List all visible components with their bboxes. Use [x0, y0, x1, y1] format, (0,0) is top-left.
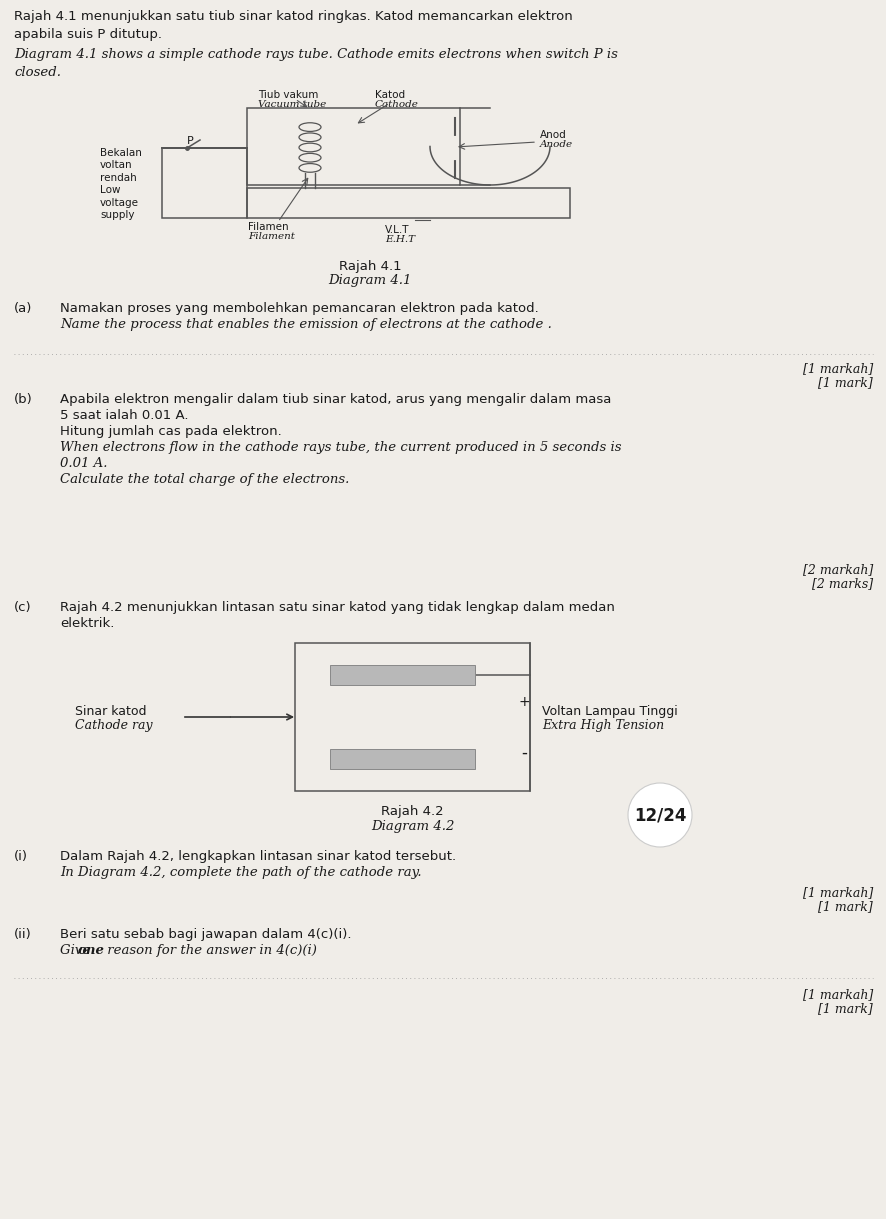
- Text: Rajah 4.2 menunjukkan lintasan satu sinar katod yang tidak lengkap dalam medan: Rajah 4.2 menunjukkan lintasan satu sina…: [60, 601, 614, 614]
- Circle shape: [627, 783, 691, 847]
- Text: 0.01 A.: 0.01 A.: [60, 457, 107, 471]
- Text: one: one: [78, 944, 105, 957]
- Text: Calculate the total charge of the electrons.: Calculate the total charge of the electr…: [60, 473, 349, 486]
- Text: [1 markah]: [1 markah]: [802, 886, 872, 898]
- Bar: [162, 147, 246, 218]
- Text: Rajah 4.1 menunjukkan satu tiub sinar katod ringkas. Katod memancarkan elektron
: Rajah 4.1 menunjukkan satu tiub sinar ka…: [14, 10, 572, 41]
- Bar: [330, 666, 475, 685]
- Text: [1 mark]: [1 mark]: [817, 900, 872, 913]
- Text: (a): (a): [14, 302, 32, 315]
- Text: Katod: Katod: [375, 90, 405, 100]
- Text: [1 mark]: [1 mark]: [817, 375, 872, 389]
- Text: Extra High Tension: Extra High Tension: [541, 719, 664, 731]
- Text: Vacuum tube: Vacuum tube: [258, 100, 326, 108]
- Text: Dalam Rajah 4.2, lengkapkan lintasan sinar katod tersebut.: Dalam Rajah 4.2, lengkapkan lintasan sin…: [60, 850, 455, 863]
- Text: [1 markah]: [1 markah]: [802, 362, 872, 375]
- Bar: [246, 188, 570, 218]
- Text: When electrons flow in the cathode rays tube, the current produced in 5 seconds : When electrons flow in the cathode rays …: [60, 441, 621, 453]
- Text: +: +: [517, 695, 529, 709]
- Text: reason for the answer in 4(c)(i): reason for the answer in 4(c)(i): [103, 944, 316, 957]
- Text: Rajah 4.2: Rajah 4.2: [381, 805, 443, 818]
- Text: [1 mark]: [1 mark]: [817, 1002, 872, 1015]
- Text: Beri satu sebab bagi jawapan dalam 4(c)(i).: Beri satu sebab bagi jawapan dalam 4(c)(…: [60, 928, 351, 941]
- Text: Hitung jumlah cas pada elektron.: Hitung jumlah cas pada elektron.: [60, 425, 282, 438]
- Text: V.L.T: V.L.T: [385, 226, 409, 235]
- Text: Sinar katod: Sinar katod: [75, 705, 146, 718]
- Text: 5 saat ialah 0.01 A.: 5 saat ialah 0.01 A.: [60, 410, 189, 422]
- Text: Cathode: Cathode: [375, 100, 418, 108]
- Text: Apabila elektron mengalir dalam tiub sinar katod, arus yang mengalir dalam masa: Apabila elektron mengalir dalam tiub sin…: [60, 393, 610, 406]
- Text: [2 markah]: [2 markah]: [802, 563, 872, 577]
- Text: Diagram 4.1 shows a simple cathode rays tube. Cathode emits electrons when switc: Diagram 4.1 shows a simple cathode rays …: [14, 48, 618, 79]
- Text: (i): (i): [14, 850, 28, 863]
- Text: (b): (b): [14, 393, 33, 406]
- Text: Diagram 4.2: Diagram 4.2: [370, 820, 454, 833]
- Text: Anode: Anode: [540, 140, 572, 149]
- Text: [2 marks]: [2 marks]: [811, 577, 872, 590]
- Text: (ii): (ii): [14, 928, 32, 941]
- Text: Bekalan
voltan
rendah
Low
voltage
supply: Bekalan voltan rendah Low voltage supply: [100, 147, 142, 219]
- Text: -: -: [520, 744, 526, 762]
- Text: Cathode ray: Cathode ray: [75, 719, 152, 731]
- Text: Diagram 4.1: Diagram 4.1: [328, 274, 411, 286]
- Text: In Diagram 4.2, complete the path of the cathode ray.: In Diagram 4.2, complete the path of the…: [60, 865, 421, 879]
- Text: E.H.T: E.H.T: [385, 235, 415, 244]
- Text: Rajah 4.1: Rajah 4.1: [338, 260, 400, 273]
- Text: (c): (c): [14, 601, 32, 614]
- Text: Anod: Anod: [540, 130, 566, 140]
- Text: Name the process that enables the emission of electrons at the cathode .: Name the process that enables the emissi…: [60, 318, 551, 332]
- Bar: [246, 108, 460, 185]
- Bar: [330, 748, 475, 769]
- Text: P: P: [186, 137, 193, 146]
- Text: Voltan Lampau Tinggi: Voltan Lampau Tinggi: [541, 705, 677, 718]
- Text: 12/24: 12/24: [633, 806, 686, 824]
- Text: [1 markah]: [1 markah]: [802, 989, 872, 1001]
- Text: elektrik.: elektrik.: [60, 617, 114, 630]
- Text: Filamen: Filamen: [248, 222, 288, 232]
- Text: Namakan proses yang membolehkan pemancaran elektron pada katod.: Namakan proses yang membolehkan pemancar…: [60, 302, 538, 315]
- Text: Filament: Filament: [248, 232, 294, 241]
- Bar: [295, 642, 530, 791]
- Text: Give: Give: [60, 944, 95, 957]
- Text: Tiub vakum: Tiub vakum: [258, 90, 318, 100]
